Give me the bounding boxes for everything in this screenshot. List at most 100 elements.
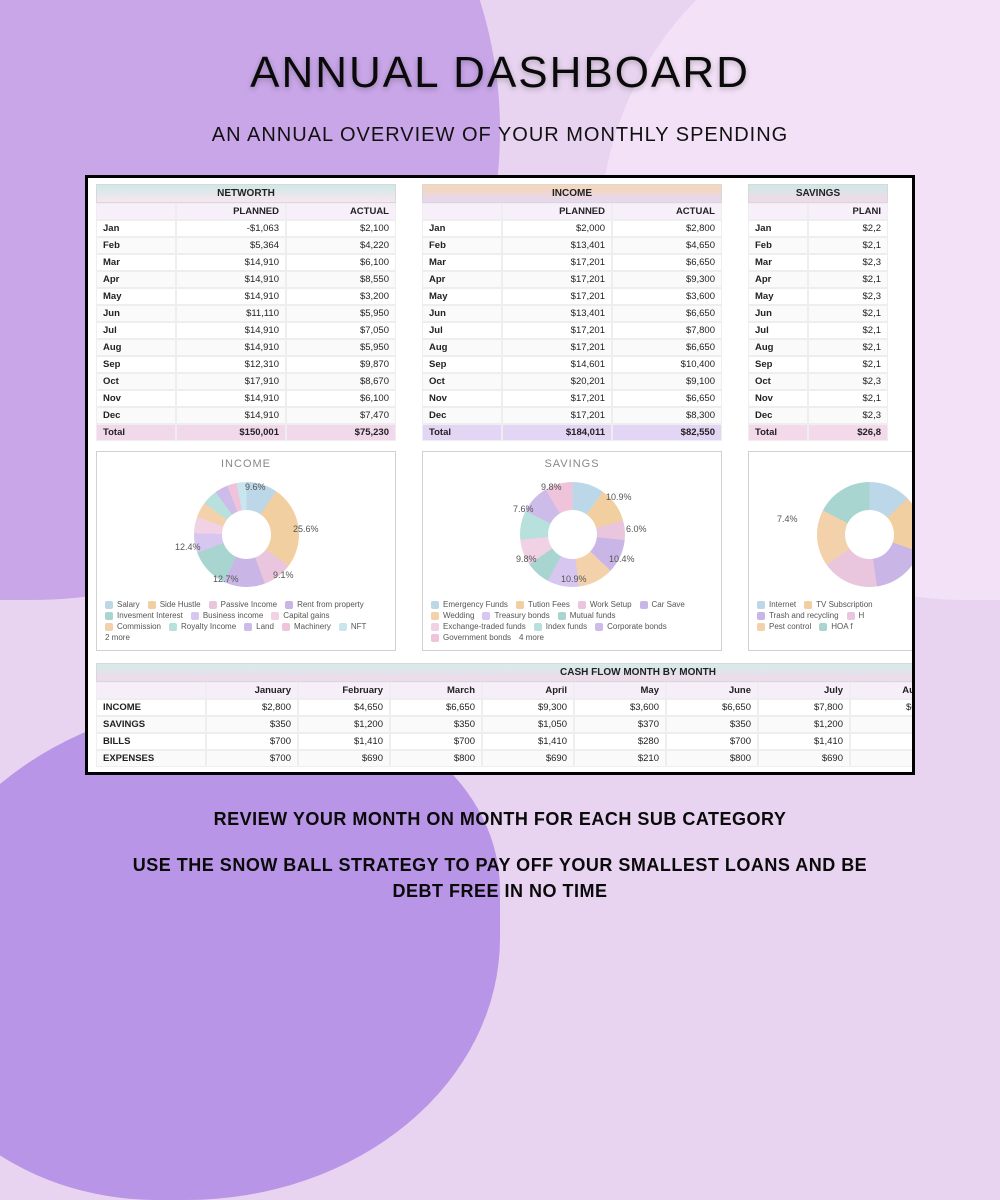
cashflow-cell: $6,650 (666, 699, 758, 716)
table-row: Apr$2,1 (748, 271, 888, 288)
cashflow-col-header: July (758, 682, 850, 699)
legend-swatch (804, 601, 812, 609)
total-label: Total (748, 424, 808, 441)
legend-more: 2 more (105, 633, 130, 642)
month-cell: Sep (96, 356, 176, 373)
cashflow-row-label: SAVINGS (96, 716, 206, 733)
legend-label: Land (256, 622, 274, 631)
legend-item: NFT (339, 622, 367, 631)
total-planned: $26,8 (808, 424, 888, 441)
pct-label: 10.9% (606, 492, 632, 502)
planned-cell: $2,1 (808, 237, 888, 254)
pct-label: 25.6% (293, 524, 319, 534)
actual-cell: $5,950 (286, 339, 396, 356)
legend-label: Emergency Funds (443, 600, 508, 609)
col-actual: ACTUAL (286, 203, 396, 220)
cashflow-cell: $700 (666, 733, 758, 750)
income-legend: SalarySide HustlePassive IncomeRent from… (105, 600, 387, 642)
cashflow-row-label: INCOME (96, 699, 206, 716)
col-planned: PLANNED (176, 203, 286, 220)
cashflow-cell: $9,300 (482, 699, 574, 716)
table-row: Apr$14,910$8,550 (96, 271, 396, 288)
month-cell: Feb (748, 237, 808, 254)
legend-swatch (285, 601, 293, 609)
cashflow-col-header: February (298, 682, 390, 699)
planned-cell: $17,201 (502, 407, 612, 424)
legend-swatch (191, 612, 199, 620)
month-cell: Jul (96, 322, 176, 339)
legend-item: Work Setup (578, 600, 632, 609)
income-chart-card: INCOME 9.6%25.6%9.1%12.7%12.4% SalarySid… (96, 451, 396, 651)
table-row: Feb$2,1 (748, 237, 888, 254)
legend-label: Government bonds (443, 633, 511, 642)
pct-label: 7.4% (777, 514, 798, 524)
table-row: Sep$14,601$10,400 (422, 356, 722, 373)
savings-chart-title: SAVINGS (431, 458, 713, 470)
month-cell: Nov (748, 390, 808, 407)
footer-caption-2: USE THE SNOW BALL STRATEGY TO PAY OFF YO… (120, 852, 880, 904)
cashflow-col-header: June (666, 682, 758, 699)
legend-label: Side Hustle (160, 600, 201, 609)
month-cell: Nov (422, 390, 502, 407)
table-row: Jul$2,1 (748, 322, 888, 339)
table-row: Jan-$1,063$2,100 (96, 220, 396, 237)
cashflow-col-header: March (390, 682, 482, 699)
savings-total-row: Total $26,8 (748, 424, 888, 441)
legend-label: Commission (117, 622, 161, 631)
legend-label: NFT (351, 622, 367, 631)
pct-label: 9.1% (273, 570, 294, 580)
planned-cell: $2,3 (808, 373, 888, 390)
table-row: May$2,3 (748, 288, 888, 305)
pct-label: 12.7% (213, 574, 239, 584)
planned-cell: -$1,063 (176, 220, 286, 237)
month-cell: Jan (748, 220, 808, 237)
legend-swatch (105, 601, 113, 609)
planned-cell: $14,910 (176, 271, 286, 288)
actual-cell: $7,470 (286, 407, 396, 424)
month-cell: Aug (422, 339, 502, 356)
cashflow-cell: $3,600 (574, 699, 666, 716)
legend-item: Rent from property (285, 600, 364, 609)
actual-cell: $6,650 (612, 305, 722, 322)
actual-cell: $2,100 (286, 220, 396, 237)
planned-cell: $14,910 (176, 254, 286, 271)
table-row: Jul$17,201$7,800 (422, 322, 722, 339)
income-table: INCOME PLANNED ACTUAL Jan$2,000$2,800Feb… (422, 184, 722, 441)
legend-label: H (859, 611, 865, 620)
planned-cell: $14,910 (176, 322, 286, 339)
cashflow-cell: $700 (206, 750, 298, 767)
legend-item: Index funds (534, 622, 587, 631)
legend-item: H (847, 611, 865, 620)
cashflow-col-header: August (850, 682, 915, 699)
income-total-row: Total $184,011 $82,550 (422, 424, 722, 441)
legend-label: Pest control (769, 622, 811, 631)
summary-tables-row: NETWORTH PLANNED ACTUAL Jan-$1,063$2,100… (96, 184, 915, 441)
networth-header: PLANNED ACTUAL (96, 203, 396, 220)
actual-cell: $6,650 (612, 254, 722, 271)
planned-cell: $17,201 (502, 254, 612, 271)
income-title: INCOME (422, 184, 722, 203)
savings-table: SAVINGS PLANI Jan$2,2Feb$2,1Mar$2,3Apr$2… (748, 184, 888, 441)
spreadsheet: NETWORTH PLANNED ACTUAL Jan-$1,063$2,100… (88, 178, 915, 773)
month-cell: Apr (96, 271, 176, 288)
table-row: Jun$13,401$6,650 (422, 305, 722, 322)
cashflow-title: CASH FLOW MONTH BY MONTH (96, 663, 915, 682)
legend-label: Tution Fees (528, 600, 570, 609)
cashflow-cell: $1,410 (758, 733, 850, 750)
legend-label: Car Save (652, 600, 685, 609)
month-cell: Jan (96, 220, 176, 237)
total-planned: $184,011 (502, 424, 612, 441)
partial-legend: InternetTV SubscriptionTrash and recycli… (757, 600, 915, 631)
cashflow-col-header: May (574, 682, 666, 699)
planned-cell: $2,3 (808, 288, 888, 305)
cashflow-cell: $700 (390, 733, 482, 750)
table-row: Mar$14,910$6,100 (96, 254, 396, 271)
legend-label: Work Setup (590, 600, 632, 609)
income-donut-wrap: 9.6%25.6%9.1%12.7%12.4% (105, 474, 387, 594)
legend-item: TV Subscription (804, 600, 872, 609)
planned-cell: $14,910 (176, 407, 286, 424)
table-row: Dec$14,910$7,470 (96, 407, 396, 424)
cashflow-cell: $690 (482, 750, 574, 767)
legend-label: Machinery (294, 622, 331, 631)
legend-swatch (757, 623, 765, 631)
